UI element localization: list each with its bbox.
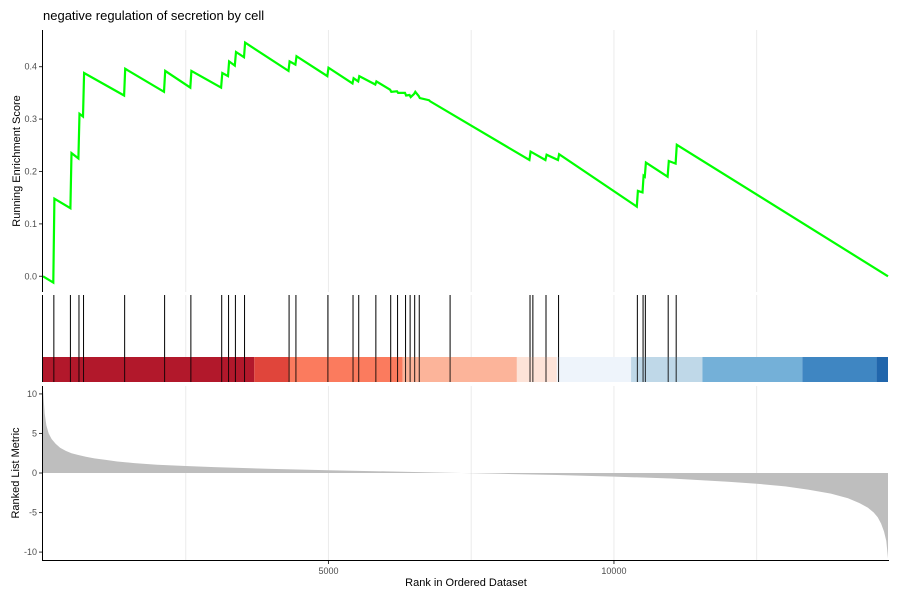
rank-bar-segment xyxy=(702,357,803,382)
x-axis-ticks: 5000 10000 xyxy=(318,561,626,576)
x-tick-label: 5000 xyxy=(318,566,338,576)
ranked-metric-y-label: Ranked List Metric xyxy=(10,427,22,519)
ranked-metric-y-ticks: 10 5 0 -5 -10 xyxy=(24,389,42,557)
y-tick-label: 0.4 xyxy=(24,62,37,72)
rank-bar-segment xyxy=(288,357,403,382)
rank-color-bar xyxy=(43,357,888,382)
chart-title: negative regulation of secretion by cell xyxy=(43,8,264,23)
y-tick-label: 5 xyxy=(32,428,37,438)
y-tick-label: 0.1 xyxy=(24,219,37,229)
rank-bar-segment xyxy=(254,357,289,382)
y-tick-label: -5 xyxy=(29,508,37,518)
enrichment-y-label: Running Enrichment Score xyxy=(11,95,23,226)
enrichment-y-ticks: 0.0 0.1 0.2 0.3 0.4 xyxy=(24,62,42,281)
x-axis-label: Rank in Ordered Dataset xyxy=(405,577,527,589)
enrichment-score-line xyxy=(42,40,889,285)
rank-bar-segment xyxy=(402,357,517,382)
y-tick-label: 0 xyxy=(32,468,37,478)
rank-bar-segment xyxy=(802,357,877,382)
gene-hits-panel xyxy=(42,295,888,382)
rank-bar-segment xyxy=(43,357,255,382)
rank-bar-segment xyxy=(516,357,557,382)
y-tick-label: 10 xyxy=(27,389,37,399)
y-tick-label: 0.0 xyxy=(24,271,37,281)
y-tick-label: 0.3 xyxy=(24,114,37,124)
rank-bar-segment xyxy=(556,357,632,382)
enrichment-score-panel: 0.0 0.1 0.2 0.3 0.4 Running Enrichment Score xyxy=(11,30,889,292)
y-tick-label: -10 xyxy=(24,547,37,557)
rank-bar-segment xyxy=(631,357,703,382)
x-tick-label: 10000 xyxy=(601,566,626,576)
ranked-metric-area xyxy=(43,390,888,559)
y-tick-label: 0.2 xyxy=(24,166,37,176)
hits-grid xyxy=(185,295,758,357)
ranked-metric-panel: 10 5 0 -5 -10 5000 10000 Ranked List Metric R… xyxy=(10,386,889,589)
rank-bar-segment xyxy=(876,357,888,382)
